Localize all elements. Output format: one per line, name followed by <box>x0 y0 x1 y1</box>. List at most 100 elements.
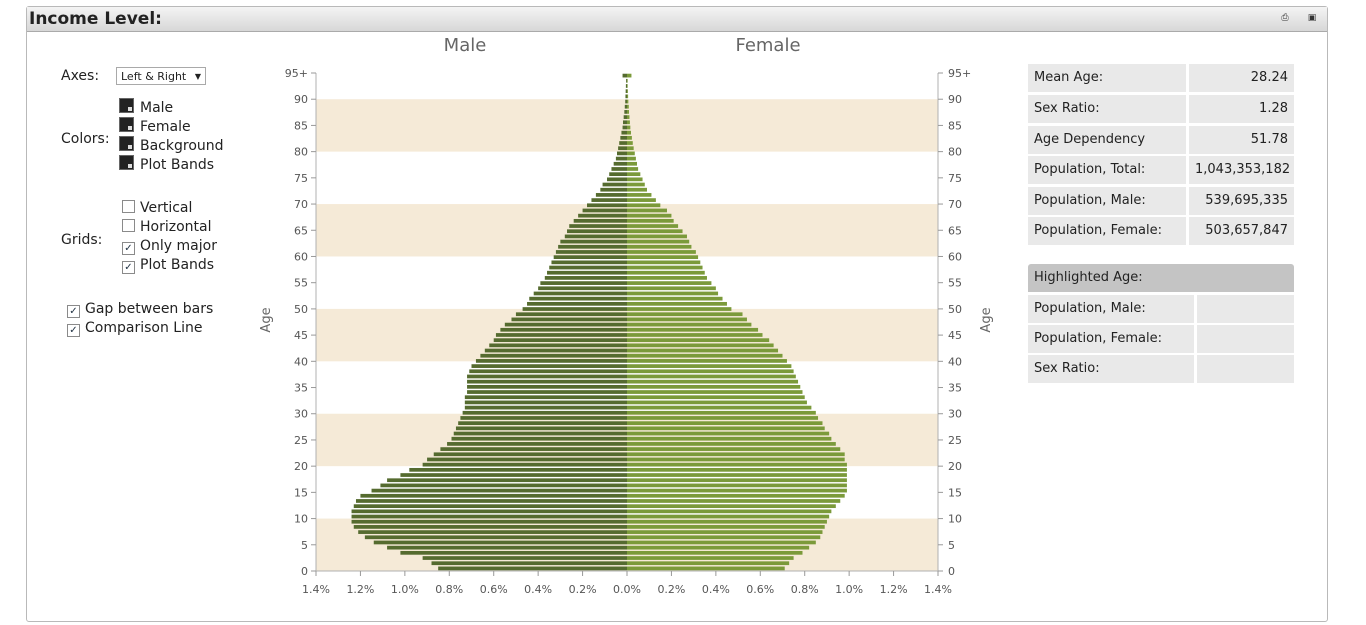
print-icon[interactable]: ⎙ <box>1281 13 1289 23</box>
male-bar <box>620 135 627 140</box>
male-bar <box>607 177 627 182</box>
male-bar <box>467 384 627 389</box>
option-comparison-line[interactable]: ✓ Comparison Line <box>67 320 202 337</box>
panel-title: Income Level: <box>29 9 162 29</box>
option-gap-between-bars[interactable]: ✓ Gap between bars <box>67 301 213 318</box>
female-bar <box>627 519 827 524</box>
y-tick-label-right: 45 <box>948 329 962 342</box>
grid-option-label: Horizontal <box>140 219 212 235</box>
male-bar <box>351 514 627 519</box>
female-bar <box>627 431 830 436</box>
y-tick-label-left: 85 <box>294 119 308 132</box>
stat-value: 51.78 <box>1189 126 1294 154</box>
y-tick-label-left: 70 <box>294 198 308 211</box>
male-bar <box>567 229 627 234</box>
stat-label: Population, Total: <box>1028 156 1186 184</box>
highlight-value <box>1197 325 1294 353</box>
color-option-plot-bands[interactable]: Plot Bands <box>119 155 214 173</box>
female-bar <box>627 187 647 192</box>
y-tick-label-right: 15 <box>948 486 962 499</box>
male-bar <box>626 78 627 83</box>
female-bar <box>627 462 847 467</box>
highlight-label: Population, Female: <box>1028 325 1194 353</box>
female-bar <box>627 301 727 306</box>
grid-option-vertical[interactable]: Vertical <box>122 200 192 216</box>
female-bar <box>627 89 628 94</box>
stat-value: 539,695,335 <box>1189 187 1294 215</box>
color-swatch-icon[interactable] <box>119 155 134 170</box>
color-option-label: Background <box>140 138 224 154</box>
y-tick-label-right: 90 <box>948 93 962 106</box>
x-tick-label: 1.2% <box>346 583 374 596</box>
y-axis-title-left: Age <box>259 307 274 332</box>
female-bar <box>627 400 807 405</box>
axes-select[interactable]: Left & Right ▼ <box>116 67 206 85</box>
female-bar <box>627 229 683 234</box>
female-bar <box>627 478 847 483</box>
female-bar <box>627 421 823 426</box>
color-option-label: Plot Bands <box>140 157 215 173</box>
color-option-female[interactable]: Female <box>119 117 191 135</box>
grids-label: Grids: <box>61 232 103 248</box>
male-bar <box>538 286 627 291</box>
male-bar <box>458 421 627 426</box>
checkbox-checked-icon[interactable]: ✓ <box>122 261 135 274</box>
x-tick-label: 0.4% <box>702 583 730 596</box>
male-bar <box>624 110 627 114</box>
x-tick-label: 0.6% <box>746 583 774 596</box>
female-bar <box>627 296 723 301</box>
male-bar <box>471 364 627 368</box>
grid-option-horizontal[interactable]: Horizontal <box>122 219 211 235</box>
male-bar <box>591 198 627 202</box>
female-bar <box>627 276 707 280</box>
female-bar <box>627 483 847 488</box>
stat-label: Age Dependency Ratio: <box>1028 126 1186 175</box>
female-bar <box>627 84 628 88</box>
male-bar <box>495 333 627 337</box>
color-swatch-icon[interactable] <box>119 136 134 151</box>
male-bar <box>500 327 627 332</box>
y-tick-label-left: 35 <box>294 382 308 395</box>
checkbox-checked-icon[interactable]: ✓ <box>67 305 80 318</box>
male-bar <box>613 161 627 166</box>
checkbox-checked-icon[interactable]: ✓ <box>122 242 135 255</box>
color-option-background[interactable]: Background <box>119 136 224 154</box>
grid-option-plot-bands[interactable]: ✓ Plot Bands <box>122 257 214 274</box>
male-bar <box>587 203 627 208</box>
male-bar <box>489 343 627 348</box>
panel-header: Income Level: ⎙ ▣ <box>27 7 1327 32</box>
y-tick-label-right: 40 <box>948 355 962 368</box>
x-tick-label: 0.4% <box>524 583 552 596</box>
y-tick-label-left: 55 <box>294 277 308 290</box>
female-bar <box>627 353 783 358</box>
checkbox-unchecked-icon[interactable] <box>122 200 135 213</box>
highlight-label: Population, Male: <box>1028 295 1194 323</box>
male-bar <box>427 457 627 462</box>
male-bar <box>353 504 627 509</box>
female-bar <box>627 213 672 218</box>
image-export-icon[interactable]: ▣ <box>1307 13 1317 23</box>
y-tick-label-left: 15 <box>294 486 308 499</box>
color-swatch-icon[interactable] <box>119 117 134 132</box>
male-bar <box>625 84 627 88</box>
male-bar <box>595 193 627 197</box>
color-swatch-icon[interactable] <box>119 98 134 113</box>
female-bar <box>627 172 641 177</box>
y-tick-label-left: 80 <box>294 146 308 159</box>
male-bar <box>547 270 627 275</box>
grid-option-only-major[interactable]: ✓ Only major <box>122 238 217 255</box>
male-bar <box>387 545 627 550</box>
stat-label: Sex Ratio: <box>1028 95 1186 123</box>
male-bar <box>569 224 627 228</box>
stat-value: 1.28 <box>1189 95 1294 123</box>
female-bar <box>627 343 774 348</box>
y-tick-label-right: 80 <box>948 146 962 159</box>
male-bar <box>533 291 627 296</box>
y-tick-label-right: 35 <box>948 382 962 395</box>
checkbox-unchecked-icon[interactable] <box>122 219 135 232</box>
checkbox-checked-icon[interactable]: ✓ <box>67 324 80 337</box>
y-tick-label-left: 45 <box>294 329 308 342</box>
female-bar <box>627 281 712 285</box>
color-option-male[interactable]: Male <box>119 98 173 116</box>
female-bar <box>627 473 847 477</box>
